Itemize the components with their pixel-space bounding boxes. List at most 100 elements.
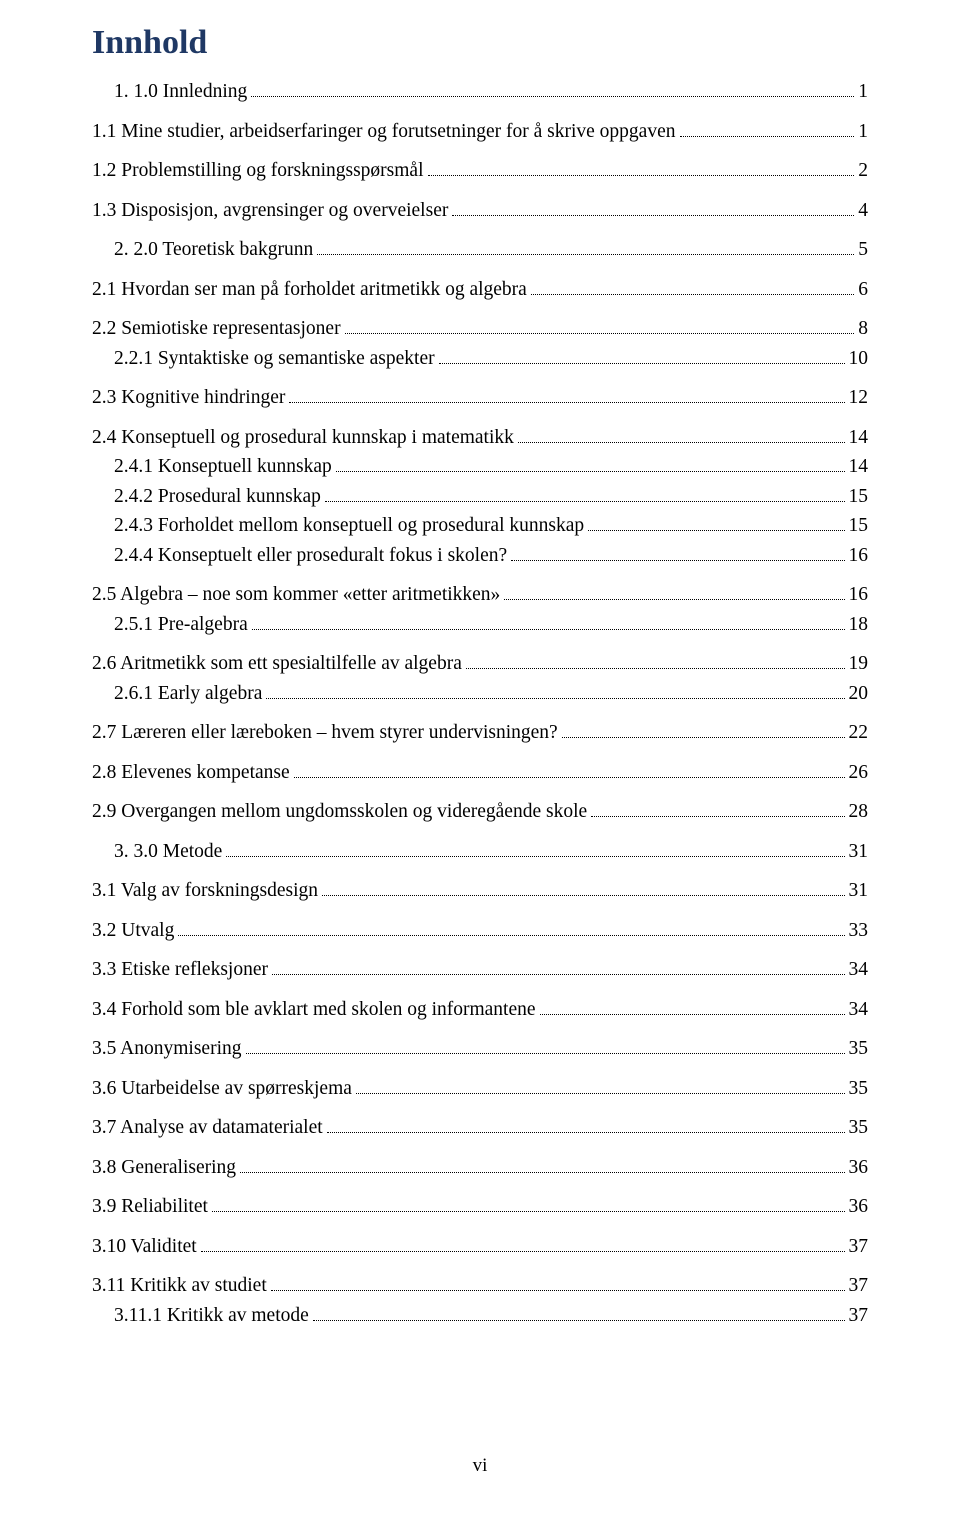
toc-leader-dots <box>680 124 855 137</box>
toc-entry-text: 2.5.1 Pre-algebra <box>114 615 248 635</box>
toc-entry: 2.4.1 Konseptuell kunnskap 14 <box>92 457 868 477</box>
toc-entry: 2.6.1 Early algebra 20 <box>92 684 868 704</box>
toc-entry: 2.2 Semiotiske representasjoner 8 <box>92 319 868 339</box>
toc-entry-text: 3.5 Anonymisering <box>92 1039 242 1059</box>
toc-entry-text: 2.5 Algebra – noe som kommer «etter arit… <box>92 585 500 605</box>
toc-leader-dots <box>504 587 844 600</box>
toc-leader-dots <box>266 686 844 699</box>
toc-entry-text: 3.6 Utarbeidelse av spørreskjema <box>92 1079 352 1099</box>
toc-leader-dots <box>322 883 844 896</box>
toc-entry-text: 2.4.3 Forholdet mellom konseptuell og pr… <box>114 516 584 536</box>
toc-entry-text: 2.2 Semiotiske representasjoner <box>92 319 341 339</box>
toc-entry-page: 28 <box>847 802 869 822</box>
toc-entry: 2.5.1 Pre-algebra 18 <box>92 615 868 635</box>
toc-entry: 2.4.4 Konseptuelt eller proseduralt foku… <box>92 546 868 566</box>
toc-entry: 2.1 Hvordan ser man på forholdet aritmet… <box>92 280 868 300</box>
toc-entry: 3.11 Kritikk av studiet37 <box>92 1276 868 1296</box>
toc-entry-page: 22 <box>847 723 869 743</box>
toc-entry-page: 20 <box>847 684 869 704</box>
toc-entry: 2.4.2 Prosedural kunnskap15 <box>92 487 868 507</box>
toc-entry-page: 19 <box>847 654 869 674</box>
toc-entry-text: 2.9 Overgangen mellom ungdomsskolen og v… <box>92 802 587 822</box>
toc-entry-text: 2.6.1 Early algebra <box>114 684 262 704</box>
toc-entry-text: 2.3 Kognitive hindringer <box>92 388 285 408</box>
toc-entry-page: 37 <box>847 1237 869 1257</box>
toc-entry-text: 3. 3.0 Metode <box>114 842 222 862</box>
toc-leader-dots <box>356 1081 845 1094</box>
toc-entry: 3.7 Analyse av datamaterialet35 <box>92 1118 868 1138</box>
toc-leader-dots <box>289 390 844 403</box>
toc-leader-dots <box>325 489 845 502</box>
toc-entry-page: 14 <box>847 457 869 477</box>
toc-entry: 3.4 Forhold som ble avklart med skolen o… <box>92 1000 868 1020</box>
toc-entry: 2.5 Algebra – noe som kommer «etter arit… <box>92 585 868 605</box>
toc-entry-text: 2.7 Læreren eller læreboken – hvem styre… <box>92 723 558 743</box>
toc-leader-dots <box>511 548 844 561</box>
toc-entry-text: 2.4.1 Konseptuell kunnskap <box>114 457 332 477</box>
toc-leader-dots <box>201 1239 845 1252</box>
table-of-contents: 1. 1.0 Innledning 1 1.1 Mine studier, arbe… <box>92 82 868 1325</box>
toc-leader-dots <box>317 242 854 255</box>
toc-entry-text: 3.4 Forhold som ble avklart med skolen o… <box>92 1000 536 1020</box>
toc-entry-text: 2.1 Hvordan ser man på forholdet aritmet… <box>92 280 527 300</box>
toc-entry-page: 26 <box>847 763 869 783</box>
toc-leader-dots <box>251 84 854 97</box>
toc-entry: 3.9 Reliabilitet 36 <box>92 1197 868 1217</box>
toc-leader-dots <box>271 1278 845 1291</box>
toc-leader-dots <box>439 351 845 364</box>
toc-entry-text: 1. 1.0 Innledning <box>114 82 247 102</box>
toc-leader-dots <box>428 163 855 176</box>
toc-entry-page: 35 <box>847 1118 869 1138</box>
toc-entry: 2.4 Konseptuell og prosedural kunnskap i… <box>92 428 868 448</box>
toc-entry-page: 8 <box>856 319 868 339</box>
toc-entry-page: 31 <box>847 881 869 901</box>
toc-entry: 2.9 Overgangen mellom ungdomsskolen og v… <box>92 802 868 822</box>
toc-entry: 3. 3.0 Metode 31 <box>92 842 868 862</box>
toc-entry-text: 2.6 Aritmetikk som ett spesialtilfelle a… <box>92 654 462 674</box>
toc-entry-text: 2.4 Konseptuell og prosedural kunnskap i… <box>92 428 514 448</box>
toc-entry: 3.11.1 Kritikk av metode 37 <box>92 1306 868 1326</box>
toc-entry: 3.5 Anonymisering 35 <box>92 1039 868 1059</box>
toc-entry-text: 3.11.1 Kritikk av metode <box>114 1306 309 1326</box>
toc-entry-page: 16 <box>847 546 869 566</box>
toc-entry: 2.6 Aritmetikk som ett spesialtilfelle a… <box>92 654 868 674</box>
toc-entry: 1.3 Disposisjon, avgrensinger og overvei… <box>92 201 868 221</box>
toc-entry-page: 33 <box>847 921 869 941</box>
toc-entry-page: 35 <box>847 1039 869 1059</box>
toc-entry-page: 34 <box>847 1000 869 1020</box>
toc-entry: 3.1 Valg av forskningsdesign31 <box>92 881 868 901</box>
toc-entry-page: 31 <box>847 842 869 862</box>
toc-entry: 3.8 Generalisering36 <box>92 1158 868 1178</box>
toc-entry: 2. 2.0 Teoretisk bakgrunn5 <box>92 240 868 260</box>
toc-leader-dots <box>588 518 844 531</box>
toc-leader-dots <box>345 321 855 334</box>
toc-entry: 1.1 Mine studier, arbeidserfaringer og f… <box>92 122 868 142</box>
toc-entry-text: 3.3 Etiske refleksjoner <box>92 960 268 980</box>
toc-entry: 2.7 Læreren eller læreboken – hvem styre… <box>92 723 868 743</box>
toc-entry-page: 37 <box>847 1306 869 1326</box>
toc-entry-text: 2.4.2 Prosedural kunnskap <box>114 487 321 507</box>
toc-entry-text: 3.9 Reliabilitet <box>92 1197 208 1217</box>
toc-entry: 1. 1.0 Innledning 1 <box>92 82 868 102</box>
toc-entry-text: 1.1 Mine studier, arbeidserfaringer og f… <box>92 122 676 142</box>
toc-entry-page: 15 <box>847 516 869 536</box>
toc-entry: 2.3 Kognitive hindringer12 <box>92 388 868 408</box>
toc-leader-dots <box>294 765 845 778</box>
toc-entry-page: 36 <box>847 1197 869 1217</box>
toc-entry-text: 3.8 Generalisering <box>92 1158 236 1178</box>
toc-entry-page: 16 <box>847 585 869 605</box>
toc-entry-page: 35 <box>847 1079 869 1099</box>
toc-entry-page: 4 <box>856 201 868 221</box>
toc-entry-page: 1 <box>856 82 868 102</box>
toc-leader-dots <box>212 1199 845 1212</box>
toc-leader-dots <box>226 844 844 857</box>
page-number-footer: vi <box>0 1455 960 1477</box>
toc-entry-text: 3.10 Validitet <box>92 1237 197 1257</box>
toc-leader-dots <box>452 203 854 216</box>
toc-leader-dots <box>240 1160 844 1173</box>
toc-entry-text: 2. 2.0 Teoretisk bakgrunn <box>114 240 313 260</box>
toc-leader-dots <box>327 1120 845 1133</box>
toc-entry-text: 3.11 Kritikk av studiet <box>92 1276 267 1296</box>
toc-leader-dots <box>272 962 845 975</box>
toc-entry-page: 18 <box>847 615 869 635</box>
